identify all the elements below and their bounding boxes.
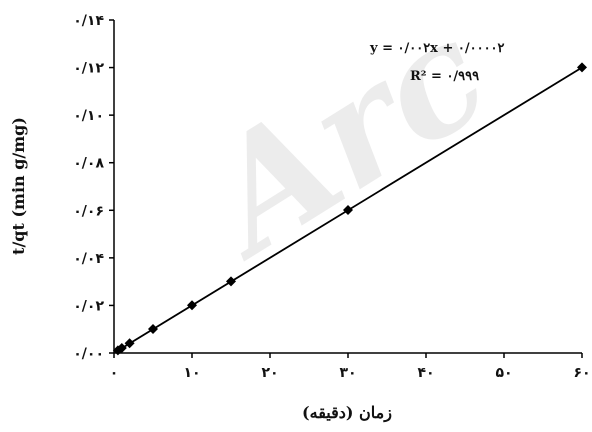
data-point — [226, 276, 236, 287]
y-tick-label: ۰/۱۴ — [73, 13, 104, 29]
trendline-equation: y = ۰/۰۰۲x + ۰/۰۰۰۰۲ — [369, 41, 505, 56]
data-points — [112, 62, 587, 356]
y-tick-label: ۰/۱۰ — [73, 108, 104, 124]
x-tick-label: ۱۰ — [183, 365, 200, 381]
y-tick-label: ۰/۱۲ — [73, 61, 104, 77]
y-tick-label: ۰/۰۶ — [73, 203, 104, 219]
x-tick-label: ۲۰ — [261, 365, 278, 381]
x-tick-label: ۴۰ — [417, 365, 434, 381]
data-point — [577, 62, 587, 73]
x-tick-label: ۳۰ — [339, 365, 356, 381]
data-point — [116, 343, 127, 354]
y-tick-label: ۰/۰۰ — [73, 346, 104, 362]
data-point — [124, 338, 135, 349]
x-axis-title: زمان (دقیقه) — [302, 403, 392, 423]
data-point — [148, 323, 158, 334]
y-tick-label: ۰/۰۲ — [73, 298, 104, 314]
data-point — [187, 300, 197, 311]
y-ticks: ۰/۰۰ ۰/۰۲ ۰/۰۴ ۰/۰۶ ۰/۰۸ ۰/۱۰ ۰/۱۲ ۰/۱۴ — [73, 13, 114, 362]
x-tick-label: ۶۰ — [573, 365, 590, 381]
y-tick-label: ۰/۰۴ — [73, 251, 104, 267]
r-squared-label: R² = ۰/۹۹۹ — [410, 69, 479, 84]
x-tick-label: ۰ — [110, 365, 119, 381]
x-ticks: ۰ ۱۰ ۲۰ ۳۰ ۴۰ ۵۰ ۶۰ — [110, 353, 591, 381]
y-axis-title: t/qt (min g/mg) — [9, 117, 28, 255]
x-tick-label: ۵۰ — [495, 365, 512, 381]
data-point — [343, 205, 353, 216]
y-tick-label: ۰/۰۸ — [73, 156, 104, 172]
